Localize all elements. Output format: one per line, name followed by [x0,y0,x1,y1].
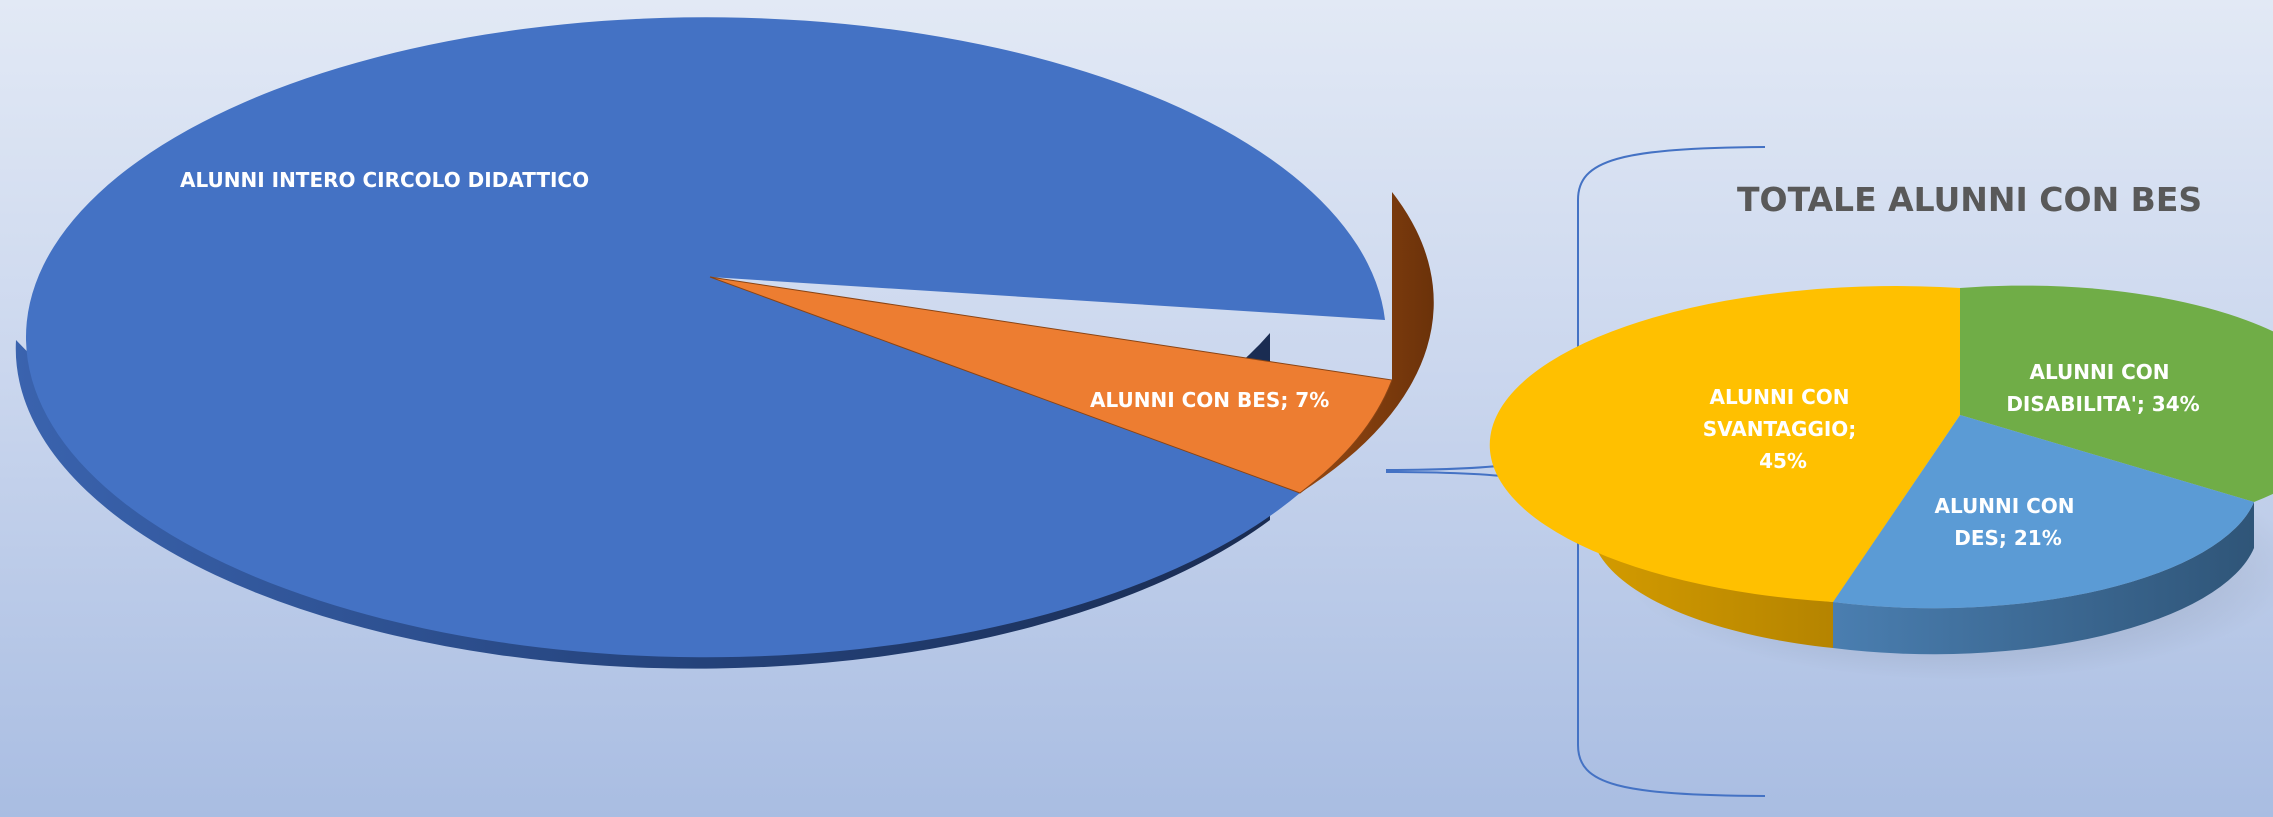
pie-slice-alunni-bes [709,276,1393,494]
pie-slice-des [1833,415,2254,609]
pie-slice-disabilita [1960,285,2273,502]
secondary-pie: TOTALE ALUNNI CON BES ALUNNI CON DISABIL… [1489,180,2273,680]
secondary-pie-title: TOTALE ALUNNI CON BES [1737,180,2202,219]
data-label-des: ALUNNI CON DES; 21% [1934,494,2081,550]
data-label-alunni-intero: ALUNNI INTERO CIRCOLO DIDATTICO [180,168,589,192]
pie-slice-side-svantaggio [1590,415,1833,648]
pie-slice-side-des [1833,502,2254,655]
data-label-disabilita: ALUNNI CON DISABILITA'; 34% [2006,360,2199,416]
data-label-alunni-bes: ALUNNI CON BES; 7% [1090,388,1329,412]
pie-slice-alunni-intero [25,17,1386,658]
data-label-svantaggio: ALUNNI CON SVANTAGGIO; 45% [1703,385,1864,473]
pie-slice-side-alunni-bes [1270,192,1434,520]
connector-line-lower [1385,471,1766,797]
main-pie: ALUNNI INTERO CIRCOLO DIDATTICO ALUNNI C… [15,17,1434,669]
pie-slice-svantaggio [1489,286,1960,602]
